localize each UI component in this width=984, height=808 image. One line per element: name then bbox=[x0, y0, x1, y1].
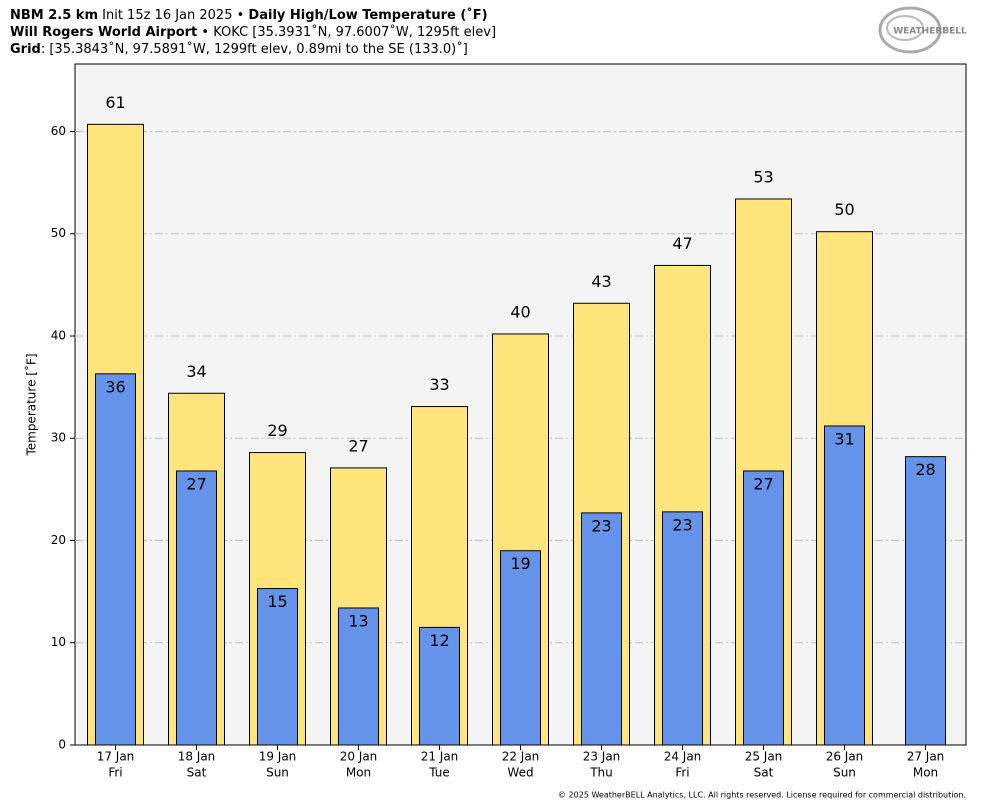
title-part: • KOKC [35.3931˚N, 97.6007˚W, 1295ft ele… bbox=[197, 24, 496, 40]
x-tick-label: Sat bbox=[754, 766, 774, 780]
footer: © 2025 WeatherBELL Analytics, LLC. All r… bbox=[558, 791, 966, 800]
value-label: 28 bbox=[915, 460, 935, 479]
value-label: 36 bbox=[105, 377, 125, 396]
title-part: : [35.3843˚N, 97.5891˚W, 1299ft elev, 0.… bbox=[41, 41, 468, 57]
x-tick-label: 20 Jan bbox=[340, 750, 378, 764]
y-axis-label: Temperature [˚F] bbox=[24, 353, 39, 456]
title-part: Will Rogers World Airport bbox=[10, 25, 197, 40]
value-label: 23 bbox=[672, 515, 692, 534]
bar bbox=[824, 425, 865, 746]
x-tick-label: Sun bbox=[266, 766, 289, 780]
x-tick-label: 25 Jan bbox=[745, 750, 783, 764]
title-line: Grid: [35.3843˚N, 97.5891˚W, 1299ft elev… bbox=[10, 41, 468, 57]
y-tick-label: 20 bbox=[51, 533, 66, 547]
x-tick-label: Sat bbox=[187, 766, 207, 780]
value-label: 43 bbox=[591, 272, 611, 291]
x-tick-label: 27 Jan bbox=[907, 750, 945, 764]
value-label: 27 bbox=[186, 474, 206, 493]
y-tick-label: 30 bbox=[51, 431, 66, 445]
y-tick-label: 40 bbox=[51, 328, 66, 342]
value-label: 61 bbox=[105, 93, 125, 112]
x-tick-label: 23 Jan bbox=[583, 750, 621, 764]
value-label: 33 bbox=[429, 375, 449, 394]
x-tick-label: Mon bbox=[913, 766, 938, 780]
title-part: Init 15z 16 Jan 2025 • bbox=[98, 8, 248, 23]
bar bbox=[257, 588, 298, 746]
bar bbox=[905, 456, 946, 746]
x-tick-label: 22 Jan bbox=[502, 750, 540, 764]
value-label: 13 bbox=[348, 611, 368, 630]
bar bbox=[338, 607, 379, 746]
value-label: 29 bbox=[267, 421, 287, 440]
bar bbox=[662, 511, 703, 746]
title-line: Will Rogers World Airport • KOKC [35.393… bbox=[10, 24, 496, 40]
bar bbox=[176, 470, 217, 746]
value-label: 23 bbox=[591, 516, 611, 535]
y-tick-label: 50 bbox=[51, 226, 66, 240]
value-label: 12 bbox=[429, 631, 449, 650]
x-tick-label: 18 Jan bbox=[178, 750, 216, 764]
x-tick-label: Tue bbox=[428, 766, 450, 780]
logo-text: WEATHERBELL bbox=[893, 27, 967, 37]
value-label: 50 bbox=[834, 200, 854, 219]
title-line: NBM 2.5 km Init 15z 16 Jan 2025 • Daily … bbox=[10, 7, 488, 23]
value-label: 40 bbox=[510, 302, 530, 321]
bar bbox=[419, 626, 460, 746]
x-tick-label: 17 Jan bbox=[97, 750, 135, 764]
value-label: 19 bbox=[510, 554, 530, 573]
x-tick-label: 19 Jan bbox=[259, 750, 297, 764]
x-tick-label: 26 Jan bbox=[826, 750, 864, 764]
x-tick-label: Mon bbox=[346, 766, 371, 780]
y-tick-label: 0 bbox=[58, 738, 66, 752]
value-label: 15 bbox=[267, 592, 287, 611]
title-part: Daily High/Low Temperature (˚F) bbox=[248, 7, 487, 23]
x-tick-label: Wed bbox=[507, 766, 533, 780]
y-tick-label: 10 bbox=[51, 635, 66, 649]
x-tick-label: Fri bbox=[675, 766, 689, 780]
x-tick-label: 24 Jan bbox=[664, 750, 702, 764]
x-tick-label: Thu bbox=[589, 766, 613, 780]
bar bbox=[743, 470, 784, 746]
title-part: NBM 2.5 km bbox=[10, 8, 98, 23]
value-label: 31 bbox=[834, 429, 854, 448]
title-part: Grid bbox=[10, 42, 41, 57]
x-tick-label: Fri bbox=[108, 766, 122, 780]
x-tick-label: 21 Jan bbox=[421, 750, 459, 764]
value-label: 53 bbox=[753, 167, 773, 186]
value-label: 34 bbox=[186, 362, 206, 381]
bar bbox=[95, 373, 136, 746]
bar bbox=[581, 512, 622, 746]
value-label: 27 bbox=[348, 436, 368, 455]
bar bbox=[500, 550, 541, 746]
value-label: 47 bbox=[672, 234, 692, 253]
x-tick-label: Sun bbox=[833, 766, 856, 780]
logo: WEATHERBELL bbox=[878, 6, 967, 54]
y-tick-label: 60 bbox=[51, 124, 66, 138]
value-label: 27 bbox=[753, 474, 773, 493]
